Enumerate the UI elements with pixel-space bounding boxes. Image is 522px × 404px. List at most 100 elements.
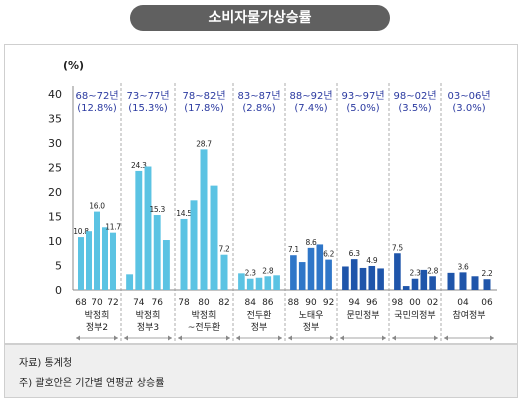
government-label: 국민의정부: [394, 310, 435, 321]
x-tick-label: 76: [151, 298, 163, 308]
period-span-arrow-right: [168, 335, 172, 341]
government-label: 박정희: [192, 309, 217, 321]
period-span-arrow-left: [288, 335, 292, 341]
bar: [144, 166, 152, 290]
x-tick-label: 06: [481, 298, 493, 308]
data-label: 7.1: [288, 245, 300, 254]
data-label: 8.6: [305, 238, 317, 247]
period-span-arrow-left: [124, 335, 128, 341]
x-tick-label: 74: [133, 298, 145, 308]
data-label: 15.3: [149, 205, 165, 214]
period-average: (15.3%): [128, 103, 168, 114]
bar: [200, 149, 208, 290]
bar: [264, 276, 272, 290]
period-label: 03~06년: [447, 90, 490, 102]
period-label: 98~02년: [393, 90, 436, 102]
period-span-arrow-left: [178, 335, 182, 341]
period-label: 93~97년: [341, 90, 384, 102]
period-span-arrow-left: [76, 335, 80, 341]
bar: [86, 231, 92, 290]
y-tick-label: 10: [48, 235, 62, 248]
data-label: 2.8: [262, 266, 274, 275]
period-span-arrow-right: [226, 335, 230, 341]
x-tick-label: 90: [305, 298, 317, 308]
x-tick-label: 98: [392, 298, 404, 308]
bar: [210, 185, 218, 290]
x-tick-label: 92: [323, 298, 334, 308]
x-tick-label: 72: [107, 298, 118, 308]
x-tick-label: 94: [348, 298, 360, 308]
bar: [411, 278, 419, 290]
data-label: 4.9: [366, 256, 378, 265]
government-label: 문민정부: [346, 310, 379, 321]
period-label: 83~87년: [237, 90, 280, 102]
bar: [246, 278, 254, 290]
period-span-arrow-right: [434, 335, 438, 341]
y-tick-label: 5: [55, 260, 62, 273]
period-average: (2.8%): [242, 103, 275, 114]
footnote: 주) 괄호안은 기간별 연평균 상승률: [19, 378, 165, 389]
chart-footer: 자료) 통계청 주) 괄호안은 기간별 연평균 상승률: [4, 344, 518, 398]
x-tick-label: 84: [244, 298, 256, 308]
period-span-arrow-left: [236, 335, 240, 341]
y-tick-label: 30: [48, 137, 62, 150]
bar: [238, 273, 245, 290]
data-label: 28.7: [196, 139, 212, 148]
period-average: (3.0%): [452, 103, 485, 114]
period-average: (3.5%): [398, 103, 431, 114]
bar: [316, 244, 324, 290]
government-label: 전두환: [247, 309, 272, 321]
bar: [342, 266, 349, 290]
data-label: 14.5: [176, 209, 192, 218]
bar: [162, 240, 170, 290]
bar: [471, 276, 479, 290]
y-tick-label: 15: [48, 211, 62, 224]
bar: [350, 259, 358, 290]
chart-title: 소비자물가상승률: [130, 5, 390, 31]
period-label: 78~82년: [182, 90, 225, 102]
government-label: 참여정부: [452, 309, 485, 321]
bar: [135, 170, 143, 290]
government-label: 정부: [303, 322, 320, 333]
source-note: 자료) 통계청: [19, 358, 73, 369]
government-label: 노태우: [299, 310, 324, 321]
bar: [368, 265, 376, 290]
x-tick-label: 80: [198, 298, 210, 308]
government-label: ~전두환: [188, 321, 220, 333]
x-tick-label: 68: [75, 298, 87, 308]
government-label: 정부2: [86, 322, 108, 333]
x-tick-label: 96: [366, 298, 378, 308]
data-label: 7.2: [218, 245, 230, 254]
x-tick-label: 70: [91, 298, 103, 308]
bar: [102, 227, 108, 290]
period-span-arrow-right: [490, 335, 494, 341]
data-label: 2.8: [427, 266, 439, 275]
period-average: (17.8%): [184, 103, 224, 114]
period-span-arrow-right: [330, 335, 334, 341]
bar: [325, 259, 332, 290]
y-tick-label: 0: [55, 284, 62, 297]
x-tick-label: 02: [427, 298, 438, 308]
x-tick-label: 00: [409, 298, 421, 308]
data-label: 6.3: [349, 249, 361, 258]
data-label: 10.8: [73, 227, 89, 236]
bar: [394, 253, 401, 290]
data-label: 3.6: [457, 262, 469, 271]
bar: [180, 218, 188, 290]
y-tick-label: 35: [48, 113, 62, 126]
bar: [402, 286, 410, 290]
data-label: 2.2: [481, 269, 493, 278]
bar: [255, 277, 263, 290]
period-span-arrow-right: [382, 335, 386, 341]
bar: [483, 279, 491, 290]
bar: [220, 254, 228, 290]
bar: [126, 274, 134, 290]
government-label: 정부: [251, 322, 268, 333]
period-span-arrow-left: [392, 335, 396, 341]
bar: [359, 267, 367, 290]
bar: [273, 275, 280, 290]
data-label: 16.0: [89, 202, 105, 211]
period-span-arrow-left: [444, 335, 448, 341]
bar: [110, 232, 116, 290]
period-span-arrow-left: [340, 335, 344, 341]
